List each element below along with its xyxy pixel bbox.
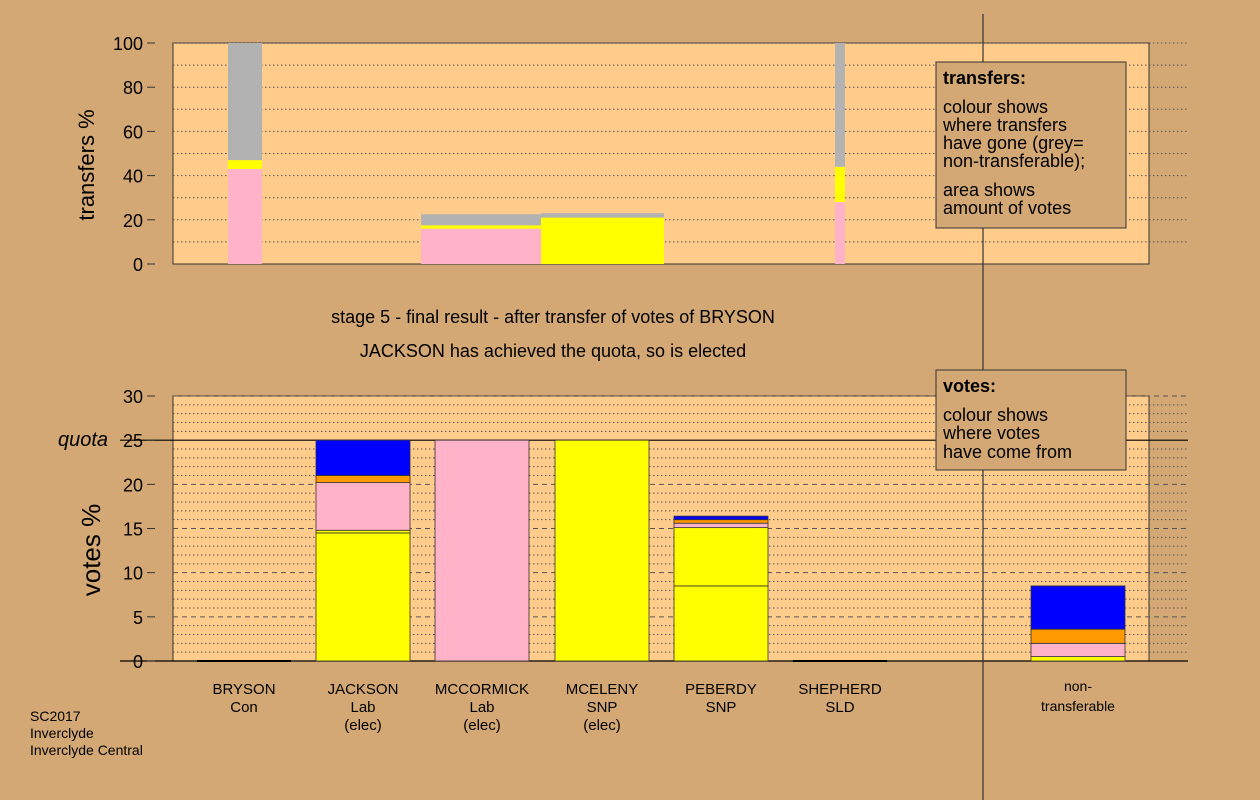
footer-council: Inverclyde: [30, 725, 94, 741]
votes-bar-segment: [434, 439, 530, 662]
nontransferable-label: non-: [1064, 678, 1092, 694]
votes-bar-segment: [673, 527, 769, 587]
transfers-gridlines: [173, 42, 1188, 243]
transfers-y-ticks: 0 20 40 60 80 100: [113, 34, 155, 275]
votes-bar-segment: [673, 585, 769, 662]
transfers-legend-line: non-transferable);: [943, 151, 1085, 171]
votes-bar-segment: [673, 522, 769, 529]
votes-y-ticks: 0 5 10 15 20 25 30: [123, 387, 155, 672]
votes-tick-label: 5: [133, 608, 143, 628]
nontransferable-label: transferable: [1041, 698, 1115, 714]
transfers-tick-label: 0: [133, 255, 143, 275]
votes-tick-label: 20: [123, 475, 143, 495]
votes-legend-line: colour shows: [943, 405, 1048, 425]
transfers-bar-segment: [228, 168, 262, 264]
candidate-label: Con: [230, 699, 258, 716]
votes-tick-label: 10: [123, 564, 143, 584]
votes-legend-line: where votes: [942, 423, 1040, 443]
transfers-legend-line: colour shows: [943, 97, 1048, 117]
footer-election: SC2017: [30, 708, 81, 724]
transfers-tick-label: 80: [123, 78, 143, 98]
transfers-legend-box: [935, 61, 1127, 229]
transfers-bar-segment: [541, 213, 664, 218]
transfers-legend-line: area shows: [943, 180, 1035, 200]
transfers-legend-title: transfers:: [943, 68, 1026, 88]
votes-legend: votes: colour shows where votes have com…: [935, 369, 1127, 471]
candidate-label: SNP: [587, 699, 618, 716]
votes-bar-segment: [315, 532, 411, 662]
votes-legend-title: votes:: [943, 376, 996, 396]
candidate-label: SHEPHERD: [798, 681, 882, 698]
nontransferable-bar-segment: [1030, 628, 1126, 644]
transfers-tick-label: 40: [123, 167, 143, 187]
transfers-bar-segment: [228, 160, 262, 169]
votes-legend-line: have come from: [943, 442, 1072, 462]
transfers-legend-line: where transfers: [942, 115, 1067, 135]
candidate-label: (elec): [583, 717, 621, 734]
nontransferable-bar-segment: [1030, 585, 1126, 630]
transfers-tick-label: 100: [113, 34, 143, 54]
votes-bar-segment: [554, 439, 650, 662]
transfers-tick-label: 60: [123, 122, 143, 142]
candidate-label: PEBERDY: [685, 681, 757, 698]
transfers-legend: transfers: colour shows where transfers …: [935, 61, 1127, 229]
candidate-label: (elec): [344, 717, 382, 734]
transfers-legend-line: amount of votes: [943, 198, 1071, 218]
votes-tick-label: 30: [123, 387, 143, 407]
transfers-bar-segment: [421, 225, 541, 229]
transfers-tick-label: 20: [123, 211, 143, 231]
votes-tick-label: 15: [123, 520, 143, 540]
votes-y-axis-label: votes %: [76, 504, 106, 597]
nontransferable-bar-segment: [1030, 642, 1126, 657]
candidate-label: MCCORMICK: [435, 681, 529, 698]
candidate-label: BRYSON: [212, 681, 275, 698]
candidate-label: JACKSON: [328, 681, 399, 698]
votes-bar-segment: [315, 482, 411, 531]
transfers-bar-segment: [835, 166, 845, 203]
candidate-label: Lab: [469, 699, 494, 716]
votes-tick-label: 25: [123, 431, 143, 451]
votes-bars: [197, 439, 1126, 662]
transfers-y-axis-label: transfers %: [74, 109, 99, 220]
nontransferable-bar-segment: [1030, 656, 1126, 662]
transfers-bar-segment: [421, 214, 541, 226]
transfers-legend-line: have gone (grey=: [943, 133, 1084, 153]
candidate-label: (elec): [463, 717, 501, 734]
transfers-bars: [228, 43, 845, 264]
candidate-label: MCELENY: [566, 681, 639, 698]
votes-candidate-labels: BRYSONConJACKSONLab(elec)MCCORMICKLab(el…: [212, 678, 1115, 734]
transfers-bar-segment: [835, 202, 845, 264]
votes-bar-segment: [315, 439, 411, 476]
quota-label: quota: [58, 429, 108, 451]
transfers-bar-segment: [228, 43, 262, 161]
votes-tick-label: 0: [133, 652, 143, 672]
stage-title: stage 5 - final result - after transfer …: [331, 307, 775, 327]
stage-subtitle: JACKSON has achieved the quota, so is el…: [360, 341, 746, 361]
transfers-bar-segment: [421, 228, 541, 264]
candidate-label: SLD: [825, 699, 854, 716]
transfers-bar-segment: [835, 43, 845, 167]
votes-bar-segment: [673, 519, 769, 524]
votes-bar-segment: [315, 475, 411, 483]
candidate-label: SNP: [706, 699, 737, 716]
votes-bar-segment: [673, 515, 769, 521]
transfers-bar-segment: [541, 217, 664, 264]
footer-ward: Inverclyde Central: [30, 742, 143, 758]
votes-legend-box: [935, 369, 1127, 471]
candidate-label: Lab: [350, 699, 375, 716]
